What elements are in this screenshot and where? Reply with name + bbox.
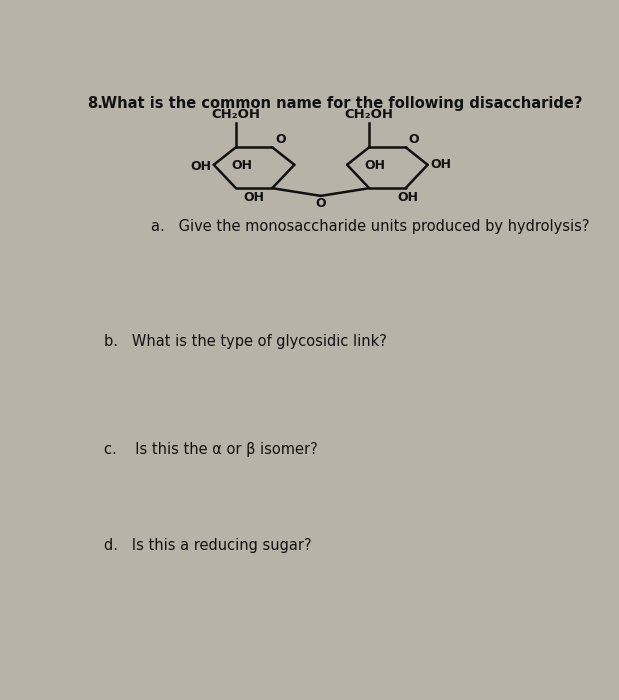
Text: c.    Is this the α or β isomer?: c. Is this the α or β isomer? bbox=[105, 442, 318, 457]
Text: CH₂OH: CH₂OH bbox=[345, 108, 394, 121]
Text: OH: OH bbox=[365, 159, 386, 172]
Text: What is the common name for the following disaccharide?: What is the common name for the followin… bbox=[101, 95, 582, 111]
Text: O: O bbox=[316, 197, 326, 210]
Text: OH: OH bbox=[430, 158, 451, 172]
Text: 8.: 8. bbox=[87, 95, 103, 111]
Text: b.   What is the type of glycosidic link?: b. What is the type of glycosidic link? bbox=[105, 335, 387, 349]
Text: O: O bbox=[409, 133, 419, 146]
Text: O: O bbox=[275, 133, 286, 146]
Text: OH: OH bbox=[397, 191, 418, 204]
Text: OH: OH bbox=[231, 159, 252, 172]
Text: CH₂OH: CH₂OH bbox=[212, 108, 261, 121]
Text: a.   Give the monosaccharide units produced by hydrolysis?: a. Give the monosaccharide units produce… bbox=[151, 218, 589, 234]
Text: OH: OH bbox=[191, 160, 212, 173]
Text: OH: OH bbox=[243, 191, 264, 204]
Text: d.   Is this a reducing sugar?: d. Is this a reducing sugar? bbox=[105, 538, 312, 553]
